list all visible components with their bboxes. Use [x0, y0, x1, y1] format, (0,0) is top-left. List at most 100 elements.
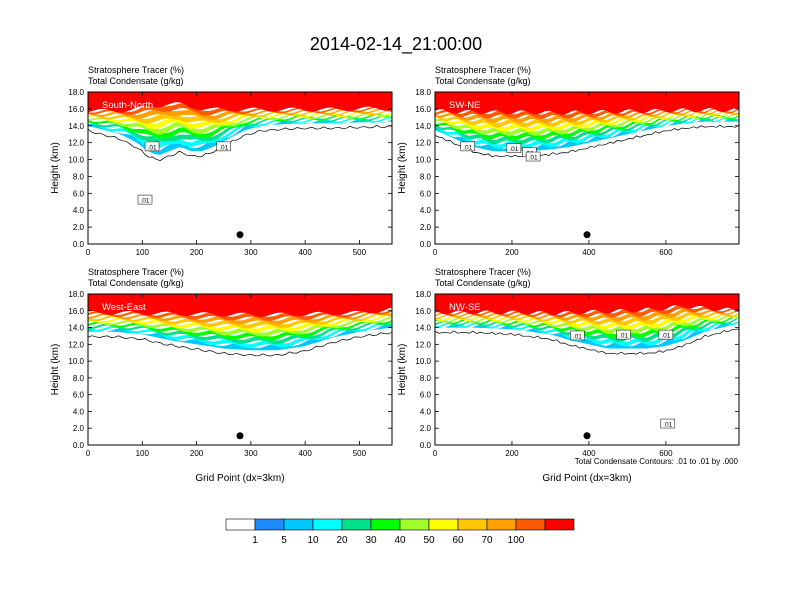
y-tick-label: 10.0	[68, 156, 84, 165]
x-tick-label: 400	[298, 449, 312, 458]
contour-label: .01	[661, 333, 670, 340]
y-tick-label: 18.0	[415, 88, 431, 97]
y-tick-label: 6.0	[420, 391, 432, 400]
x-tick-label: 0	[86, 449, 91, 458]
y-tick-label: 4.0	[73, 407, 85, 416]
contour-note: Total Condensate Contours: .01 to .01 by…	[575, 457, 739, 466]
plot-frame	[434, 293, 740, 446]
y-tick-label: 16.0	[68, 307, 84, 316]
location-marker	[583, 432, 591, 440]
contour-label-box	[525, 151, 541, 162]
y-tick-label: 16.0	[68, 105, 84, 114]
colorbar-swatch	[283, 518, 314, 531]
contour-label: .01	[509, 146, 518, 153]
x-tick-label: 100	[136, 248, 150, 257]
contour-label-box	[137, 194, 153, 205]
x-tick-label: 200	[190, 248, 204, 257]
contour-label: .01	[663, 422, 672, 429]
heatmap-band	[435, 322, 739, 349]
y-tick-label: 10.0	[415, 357, 431, 366]
heatmap-band	[88, 113, 392, 139]
panel-title: Stratosphere Tracer (%)	[88, 267, 184, 277]
y-tick-label: 8.0	[73, 172, 85, 181]
contour-label-box	[144, 141, 160, 152]
chart-panel: 0.0 2.0 4.0 6.0 8.0 10.0 12.0 14.0 16.0 18.0 0 100 2…	[50, 267, 393, 484]
x-tick-label: 200	[505, 248, 519, 257]
heatmap-field	[88, 294, 392, 357]
panel-label: SW-NE	[449, 100, 481, 111]
x-tick-label: 400	[582, 449, 596, 458]
contour-label-box	[216, 141, 231, 152]
y-tick-label: 2.0	[73, 424, 85, 433]
x-tick-label: 300	[244, 449, 258, 458]
colorbar: 1 5 10 20 30 40 50 60 70 100	[225, 518, 575, 546]
x-tick-label: 600	[659, 449, 673, 458]
panel-title: Stratosphere Tracer (%)	[435, 65, 531, 75]
heatmap-field	[435, 294, 739, 355]
contour-label-box	[658, 329, 674, 340]
heatmap-band	[88, 312, 392, 329]
panel-title: Stratosphere Tracer (%)	[88, 65, 184, 75]
heatmap-band	[88, 103, 392, 116]
heatmap-band	[435, 109, 739, 124]
contour-label-box	[570, 330, 585, 341]
panels: 0.0 2.0 4.0 6.0 8.0 10.0 12.0 14.0 16.0 18.0 0 100 2…	[50, 65, 740, 484]
heatmap-band	[88, 112, 392, 135]
x-tick-label: 400	[298, 248, 312, 257]
x-axis-label: Grid Point (dx=3km)	[542, 473, 631, 484]
y-tick-label: 14.0	[68, 122, 84, 131]
x-tick-label: 400	[582, 248, 596, 257]
x-tick-label: 200	[190, 449, 204, 458]
colorbar-swatch	[341, 518, 372, 531]
contour-label: .01	[619, 333, 628, 340]
colorbar-label: 40	[394, 535, 406, 546]
y-tick-label: 12.0	[415, 340, 431, 349]
location-marker	[236, 231, 244, 239]
colorbar-label: 30	[365, 535, 377, 546]
condensate-contour	[435, 328, 739, 355]
contour-label: .01	[148, 144, 157, 151]
heatmap-band	[435, 315, 739, 334]
colorbar-swatch	[370, 518, 401, 531]
heatmap-band	[435, 110, 739, 128]
location-marker	[236, 432, 244, 440]
y-tick-label: 8.0	[73, 374, 85, 383]
colorbar-label: 10	[307, 535, 319, 546]
y-tick-label: 14.0	[68, 324, 84, 333]
x-tick-label: 100	[136, 449, 150, 458]
y-tick-label: 2.0	[420, 223, 432, 232]
panel-title: Total Condensate (g/kg)	[435, 278, 531, 288]
colorbar-label: 1	[252, 535, 258, 546]
heatmap-band	[88, 309, 392, 321]
y-tick-label: 6.0	[73, 391, 85, 400]
y-tick-label: 18.0	[68, 290, 84, 299]
plot-frame	[434, 91, 740, 245]
colorbar-label: 50	[423, 535, 435, 546]
colorbar-swatch	[515, 518, 546, 531]
colorbar-label: 60	[452, 535, 464, 546]
heatmap-band	[435, 111, 739, 132]
y-axis-label: Height (km)	[397, 142, 408, 194]
heatmap-band	[88, 92, 392, 113]
heatmap-band	[88, 311, 392, 325]
heatmap-field	[435, 92, 739, 158]
y-tick-label: 12.0	[68, 139, 84, 148]
plot-frame	[87, 91, 393, 245]
y-tick-label: 2.0	[73, 223, 85, 232]
y-tick-label: 0.0	[73, 240, 85, 249]
y-tick-label: 6.0	[73, 189, 85, 198]
colorbar-label: 5	[281, 535, 287, 546]
contour-label-box	[506, 143, 522, 153]
contour-label-box	[460, 141, 475, 152]
heatmap-band	[435, 92, 739, 115]
y-tick-label: 14.0	[415, 122, 431, 131]
colorbar-swatch	[225, 518, 256, 531]
colorbar-swatch	[428, 518, 459, 531]
panel-title: Total Condensate (g/kg)	[88, 278, 184, 288]
y-tick-label: 4.0	[73, 206, 85, 215]
condensate-contour	[435, 124, 739, 158]
y-tick-label: 12.0	[68, 340, 84, 349]
colorbar-swatch	[312, 518, 343, 531]
y-tick-label: 16.0	[415, 307, 431, 316]
y-tick-label: 18.0	[415, 290, 431, 299]
